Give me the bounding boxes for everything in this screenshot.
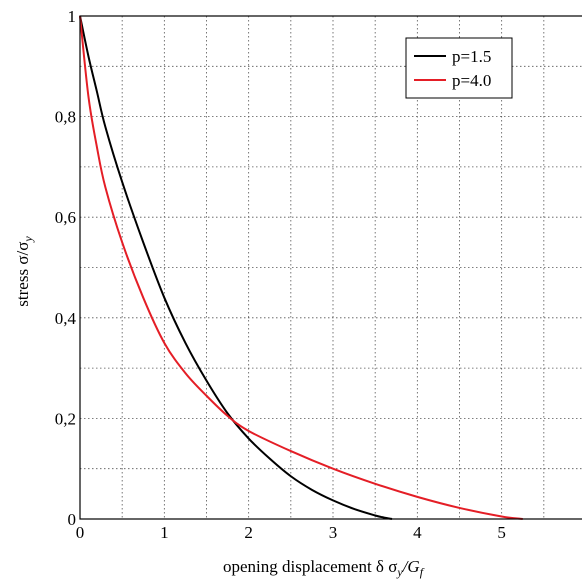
y-tick-label: 0,2 [55,409,76,428]
x-tick-label: 0 [76,523,85,542]
y-tick-label: 0,8 [55,108,76,127]
grid [80,16,582,519]
y-axis-label-main: stress σ/σ [13,242,32,307]
x-tick-label: 2 [244,523,253,542]
x-axis-label-sub-y: y [396,565,403,579]
x-tick-label: 1 [160,523,169,542]
legend-label-p40: p=4.0 [452,71,491,90]
x-tick-label: 4 [413,523,422,542]
y-tick-label: 0,6 [55,208,76,227]
tick-labels: 012345600,20,40,60,81 [55,7,582,542]
legend-label-p15: p=1.5 [452,47,491,66]
y-tick-label: 0 [68,510,77,529]
series-lines [79,15,523,520]
y-tick-label: 1 [68,7,77,26]
legend-box [405,37,513,99]
legend: p=1.5 p=4.0 [405,37,513,99]
y-axis-label: stress σ/σy [13,236,35,307]
series-line-1 [79,15,523,520]
x-axis-label-main: opening displacement δ σ [223,557,397,576]
plot-frame [79,15,582,520]
x-tick-label: 3 [329,523,338,542]
y-tick-label: 0,4 [55,309,77,328]
x-axis-label: opening displacement δ σy/Gf [223,557,425,579]
series-line-0 [79,15,393,520]
x-axis-label-over: /G [402,557,420,576]
x-axis-label-sub-f: f [420,565,425,579]
y-axis-label-sub-y: y [21,236,35,243]
x-tick-label: 5 [497,523,506,542]
